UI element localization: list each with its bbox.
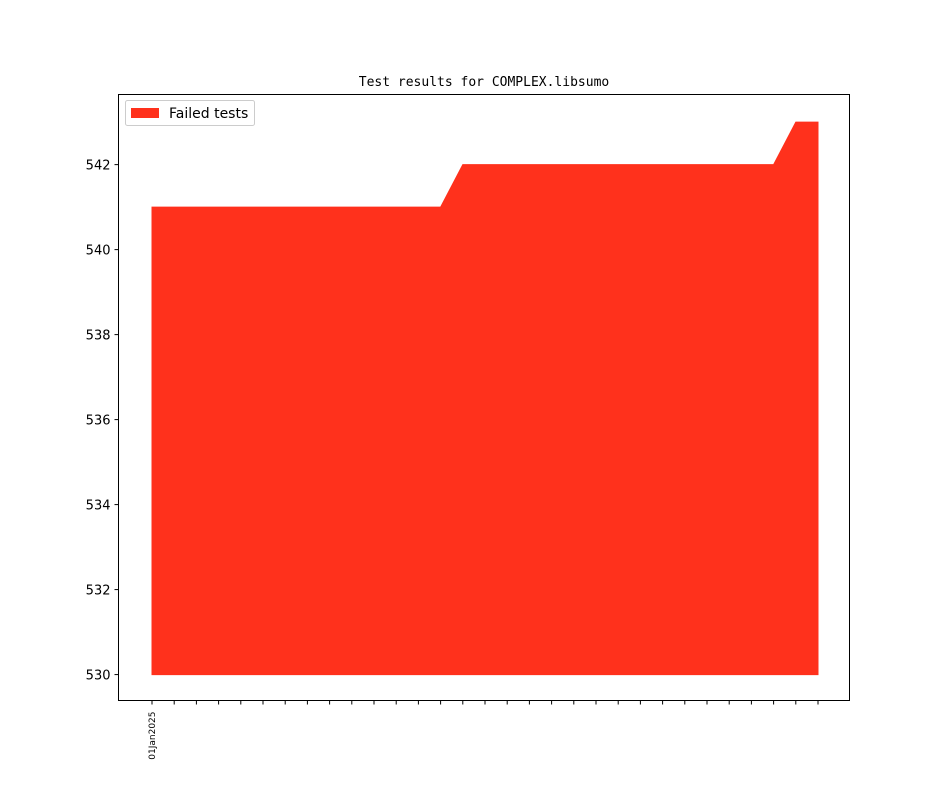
legend-swatch — [131, 108, 159, 118]
y-tick-label: 532 — [86, 584, 111, 599]
x-tick-label: 01Jan2025 — [148, 712, 158, 760]
plot-frame — [118, 94, 850, 701]
y-tick-label: 534 — [86, 499, 111, 514]
y-tick-label: 540 — [86, 244, 111, 259]
y-tick-label: 538 — [86, 329, 111, 344]
legend-box — [125, 100, 255, 126]
legend-label: Failed tests — [169, 106, 248, 122]
legend: Failed tests — [125, 100, 255, 126]
y-tick-label: 536 — [86, 414, 111, 429]
chart-title: Test results for COMPLEX.libsumo — [359, 75, 609, 90]
y-tick-label: 530 — [86, 669, 111, 684]
y-tick-label: 542 — [86, 159, 111, 174]
failed-tests-area — [151, 121, 819, 676]
